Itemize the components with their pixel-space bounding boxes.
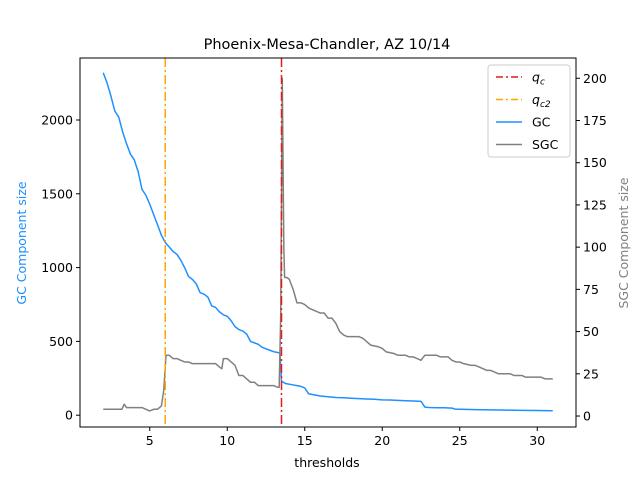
axes: 5 10 15 20 25 30 0 500 1000 1500 2000 0 25 50 75 100 125… bbox=[41, 71, 607, 448]
y-left-tick-label: 0 bbox=[65, 408, 73, 423]
x-tick-label: 25 bbox=[452, 433, 468, 448]
series-line-gc bbox=[102, 72, 553, 412]
y-left-tick-label: 1000 bbox=[41, 260, 73, 275]
legend-label-qc: qc bbox=[532, 70, 545, 88]
x-tick-label: 10 bbox=[219, 433, 235, 448]
y-left-tick-label: 2000 bbox=[41, 112, 73, 127]
x-tick-label: 30 bbox=[529, 433, 545, 448]
chart-title: Phoenix-Mesa-Chandler, AZ 10/14 bbox=[204, 37, 451, 53]
y-axis-right-title: SGC Component size bbox=[616, 177, 631, 308]
y-right-tick-label: 125 bbox=[583, 197, 607, 212]
legend-label-sgc: SGC bbox=[532, 137, 559, 152]
series-line-sgc bbox=[103, 77, 553, 412]
y-right-tick-label: 200 bbox=[583, 71, 607, 86]
legend-box bbox=[487, 64, 571, 158]
y-right-tick-label: 75 bbox=[583, 282, 599, 297]
x-tick-label: 15 bbox=[297, 433, 313, 448]
y-right-tick-label: 0 bbox=[583, 409, 591, 424]
y-right-tick-label: 100 bbox=[583, 240, 607, 255]
legend-label-qc2: qc2 bbox=[532, 92, 551, 110]
y-axis-left-title: GC Component size bbox=[14, 181, 29, 304]
y-right-tick-label: 175 bbox=[583, 113, 607, 128]
legend: qc qc2 GC SGC bbox=[487, 64, 571, 158]
y-right-tick-label: 150 bbox=[583, 155, 607, 170]
x-tick-label: 20 bbox=[374, 433, 390, 448]
x-axis-title: thresholds bbox=[294, 455, 359, 470]
y-left-tick-label: 1500 bbox=[41, 186, 73, 201]
y-left-tick-label: 500 bbox=[49, 334, 73, 349]
legend-label-gc: GC bbox=[532, 115, 551, 130]
x-tick-label: 5 bbox=[146, 433, 154, 448]
y-right-tick-label: 25 bbox=[583, 366, 599, 381]
plot-area bbox=[102, 58, 553, 427]
y-right-tick-label: 50 bbox=[583, 324, 599, 339]
plot-frame bbox=[79, 57, 577, 428]
